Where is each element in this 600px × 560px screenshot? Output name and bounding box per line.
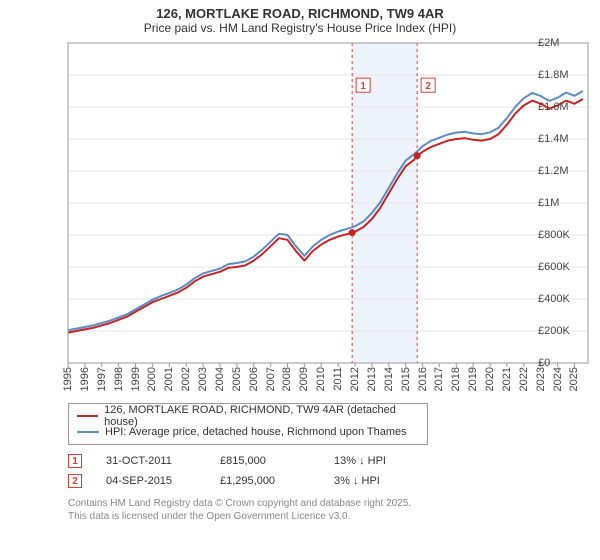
ytick-label: £200K xyxy=(538,325,592,337)
svg-text:1: 1 xyxy=(360,81,366,92)
ytick-label: £2M xyxy=(538,37,592,49)
sale-point xyxy=(349,229,356,236)
sale-price: £815,000 xyxy=(220,455,310,467)
xtick-label: 1995 xyxy=(62,367,74,391)
ytick-label: £1.6M xyxy=(538,101,592,113)
legend-label: HPI: Average price, detached house, Rich… xyxy=(105,426,407,438)
ytick-label: £800K xyxy=(538,229,592,241)
svg-text:2: 2 xyxy=(425,81,431,92)
xtick-label: 2007 xyxy=(265,367,277,391)
xtick-label: 2000 xyxy=(146,367,158,391)
footer: Contains HM Land Registry data © Crown c… xyxy=(68,497,592,523)
sales-table: 1 31-OCT-2011 £815,000 13% ↓ HPI 2 04-SEP-201… xyxy=(68,451,592,491)
xtick-label: 2020 xyxy=(484,367,496,391)
xtick-label: 2025 xyxy=(568,367,580,391)
xtick-label: 2010 xyxy=(315,367,327,391)
xtick-label: 2003 xyxy=(197,367,209,391)
legend-swatch xyxy=(77,431,99,433)
xtick-label: 2023 xyxy=(535,367,547,391)
legend-swatch xyxy=(77,415,98,417)
xtick-label: 2005 xyxy=(231,367,243,391)
xtick-label: 2021 xyxy=(501,367,513,391)
legend: 126, MORTLAKE ROAD, RICHMOND, TW9 4AR (d… xyxy=(68,403,428,445)
sale-row: 2 04-SEP-2015 £1,295,000 3% ↓ HPI xyxy=(68,471,592,491)
xtick-label: 2015 xyxy=(400,367,412,391)
xtick-label: 2011 xyxy=(332,367,344,391)
xtick-label: 2004 xyxy=(214,367,226,391)
xtick-label: 2022 xyxy=(518,367,530,391)
chart-subtitle: Price paid vs. HM Land Registry's House … xyxy=(8,21,592,35)
chart-title: 126, MORTLAKE ROAD, RICHMOND, TW9 4AR xyxy=(8,6,592,21)
sale-date: 31-OCT-2011 xyxy=(106,455,196,467)
xtick-label: 1998 xyxy=(113,367,125,391)
ytick-label: £400K xyxy=(538,293,592,305)
legend-row: 126, MORTLAKE ROAD, RICHMOND, TW9 4AR (d… xyxy=(77,408,419,424)
ytick-label: £1.8M xyxy=(538,69,592,81)
xtick-label: 2009 xyxy=(298,367,310,391)
ytick-label: £1.2M xyxy=(538,165,592,177)
xtick-label: 2002 xyxy=(180,367,192,391)
sale-marker: 1 xyxy=(68,454,82,468)
xtick-label: 2001 xyxy=(163,367,175,391)
footer-line-2: This data is licensed under the Open Gov… xyxy=(68,510,592,523)
xtick-label: 2012 xyxy=(349,367,361,391)
sale-marker: 2 xyxy=(68,474,82,488)
chart-area: 12 £0£200K£400K£600K£800K£1M£1.2M£1.4M£1… xyxy=(8,39,592,399)
xtick-label: 2019 xyxy=(467,367,479,391)
xtick-label: 2006 xyxy=(248,367,260,391)
legend-label: 126, MORTLAKE ROAD, RICHMOND, TW9 4AR (d… xyxy=(104,404,419,428)
xtick-label: 2014 xyxy=(383,367,395,391)
ytick-label: £1M xyxy=(538,197,592,209)
xtick-label: 2018 xyxy=(450,367,462,391)
sale-marker-chart: 1 xyxy=(356,78,370,92)
sale-point xyxy=(414,152,421,159)
sale-price: £1,295,000 xyxy=(220,475,310,487)
xtick-label: 1997 xyxy=(96,367,108,391)
ytick-label: £600K xyxy=(538,261,592,273)
xtick-label: 2017 xyxy=(433,367,445,391)
xtick-label: 1999 xyxy=(130,367,142,391)
xtick-label: 2008 xyxy=(281,367,293,391)
chart-container: 126, MORTLAKE ROAD, RICHMOND, TW9 4AR Pr… xyxy=(0,0,600,560)
footer-line-1: Contains HM Land Registry data © Crown c… xyxy=(68,497,592,510)
xtick-label: 1996 xyxy=(79,367,91,391)
sale-date: 04-SEP-2015 xyxy=(106,475,196,487)
sale-delta: 3% ↓ HPI xyxy=(334,475,424,487)
xtick-label: 2013 xyxy=(366,367,378,391)
sale-marker-chart: 2 xyxy=(421,78,435,92)
xtick-label: 2024 xyxy=(552,367,564,391)
chart-svg: 12 xyxy=(8,39,592,367)
ytick-label: £1.4M xyxy=(538,133,592,145)
sale-delta: 13% ↓ HPI xyxy=(334,455,424,467)
sale-row: 1 31-OCT-2011 £815,000 13% ↓ HPI xyxy=(68,451,592,471)
xtick-label: 2016 xyxy=(417,367,429,391)
legend-row: HPI: Average price, detached house, Rich… xyxy=(77,424,419,440)
